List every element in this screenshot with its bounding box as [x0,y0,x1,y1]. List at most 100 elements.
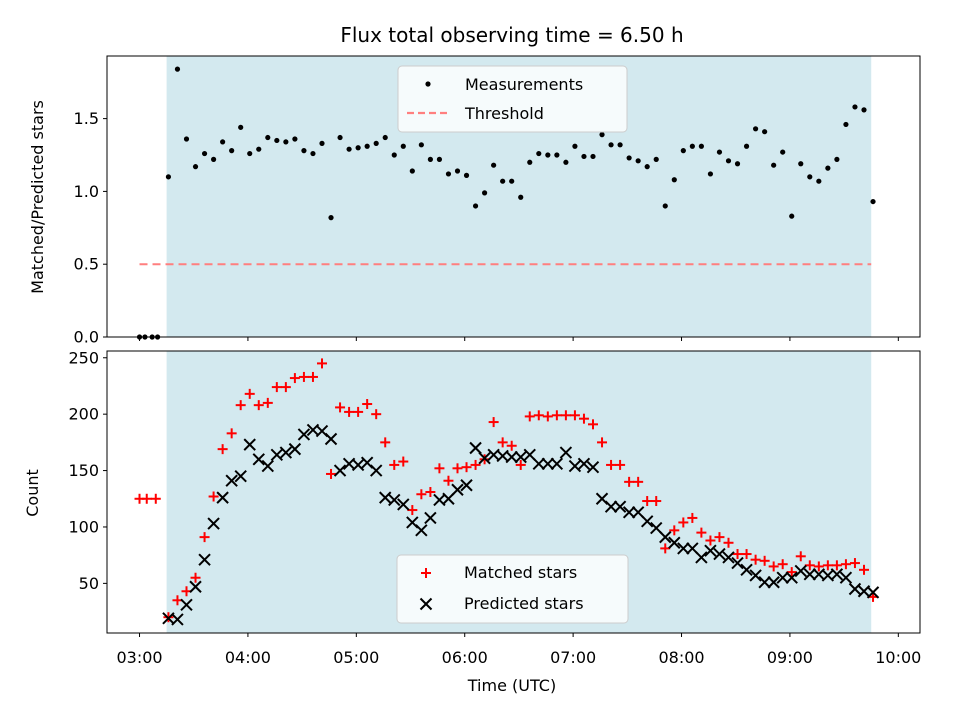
matched-star-point [849,558,860,569]
predicted-star-point [514,450,527,464]
predicted-star-point [559,446,573,459]
bottom-panel: 50 100 150 200 250 03:00 04:00 05:00 06:00 07:00… [23,348,921,695]
predicted-star-point [180,598,193,612]
bottom-y-axis: 50 100 150 200 250 [68,348,107,593]
predicted-star-point [171,613,184,626]
matched-star-point [840,559,851,570]
matched-star-point [687,512,698,523]
matched-star-point [786,567,797,578]
matched-star-point [597,437,608,448]
y-tick-label: 0.0 [74,328,99,347]
measurements-legend-marker [425,81,431,87]
predicted-star-point [749,569,762,582]
predicted-star-point [207,517,220,530]
matched-star-point [335,402,346,413]
matched-star-point [524,411,535,422]
measurement-point [247,150,253,157]
measurement-point [698,143,704,149]
matched-star-point [651,496,662,507]
measurement-point [662,203,668,209]
predicted-star-point [622,506,636,519]
predicted-star-point [198,553,211,566]
measurement-point [870,198,876,205]
predicted-star-point [839,571,853,584]
measurement-point [220,139,226,145]
x-icon [419,597,433,611]
matched-star-point [271,382,282,393]
counts-layer [134,358,880,626]
matched-star-point [750,554,761,565]
measurement-point [382,134,388,141]
matched-star-point [244,388,255,399]
matched-star-point [633,476,644,487]
x-tick-label: 03:00 [116,648,162,667]
measurement-point [725,158,732,164]
measurement-point [626,155,632,161]
predicted-star-point [731,556,744,570]
predicted-legend-marker [419,597,433,611]
predicted-star-point [803,568,817,581]
measurement-point [536,150,542,157]
x-tick-label: 08:00 [658,648,704,667]
measurement-point [599,132,605,138]
measurement-point [364,143,370,149]
matched-star-point [150,493,161,504]
threshold-legend-label: Threshold [464,104,544,123]
predicted-star-point [586,460,600,474]
measurement-point [644,164,650,170]
predicted-star-point [604,500,618,513]
matched-star-point [326,468,337,479]
measurement-point [680,148,686,154]
y-tick-label: 250 [68,348,99,367]
matched-star-point [587,419,598,430]
predicted-star-point [216,491,229,504]
matched-star-point [768,561,779,572]
predicted-star-point [234,470,247,483]
measurement-point [238,124,244,130]
matched-star-point [289,373,300,384]
predicted-star-point [288,442,302,456]
predicted-star-point [424,511,437,525]
predicted-star-point [379,491,392,504]
plus-icon [421,568,431,578]
measurement-point [192,164,199,170]
matched-star-point [398,456,409,467]
measurement-point [210,156,217,162]
measurement-point [807,174,813,180]
measurement-point [283,139,289,145]
matched-star-point [714,532,725,543]
matched-star-point [443,475,454,486]
matched-star-point [669,525,680,536]
matched-legend-marker [421,568,431,578]
predicted-star-point [830,568,844,581]
matched-star-point [226,428,237,439]
matched-star-point [831,560,842,571]
measurement-point [174,66,181,72]
matched-star-point [560,410,571,421]
matched-star-point [416,489,427,500]
matched-star-point [217,444,228,455]
matched-star-point [425,487,436,497]
matched-star-point [551,410,562,421]
measurement-point [427,156,433,162]
predicted-star-point [722,551,735,564]
measurement-point [310,150,316,157]
x-axis: 03:00 04:00 05:00 06:00 07:00 08:00 09:00 10:00 [116,633,921,667]
measurement-point [554,152,560,158]
matched-star-point [741,549,752,560]
measurement-point [825,165,831,171]
matched-star-point [624,476,635,487]
matched-star-point [461,462,472,473]
bottom-legend: Matched stars Predicted stars [396,554,629,624]
measurement-point [319,140,325,146]
matched-legend-label: Matched stars [464,563,577,582]
measurement-point [292,136,298,142]
predicted-star-point [794,564,807,578]
measurement-point [418,142,424,148]
predicted-star-point [613,500,627,513]
matched-star-point [660,543,671,554]
predicted-star-point [659,530,672,544]
matched-star-point [804,560,815,571]
predicted-star-point [225,474,238,487]
